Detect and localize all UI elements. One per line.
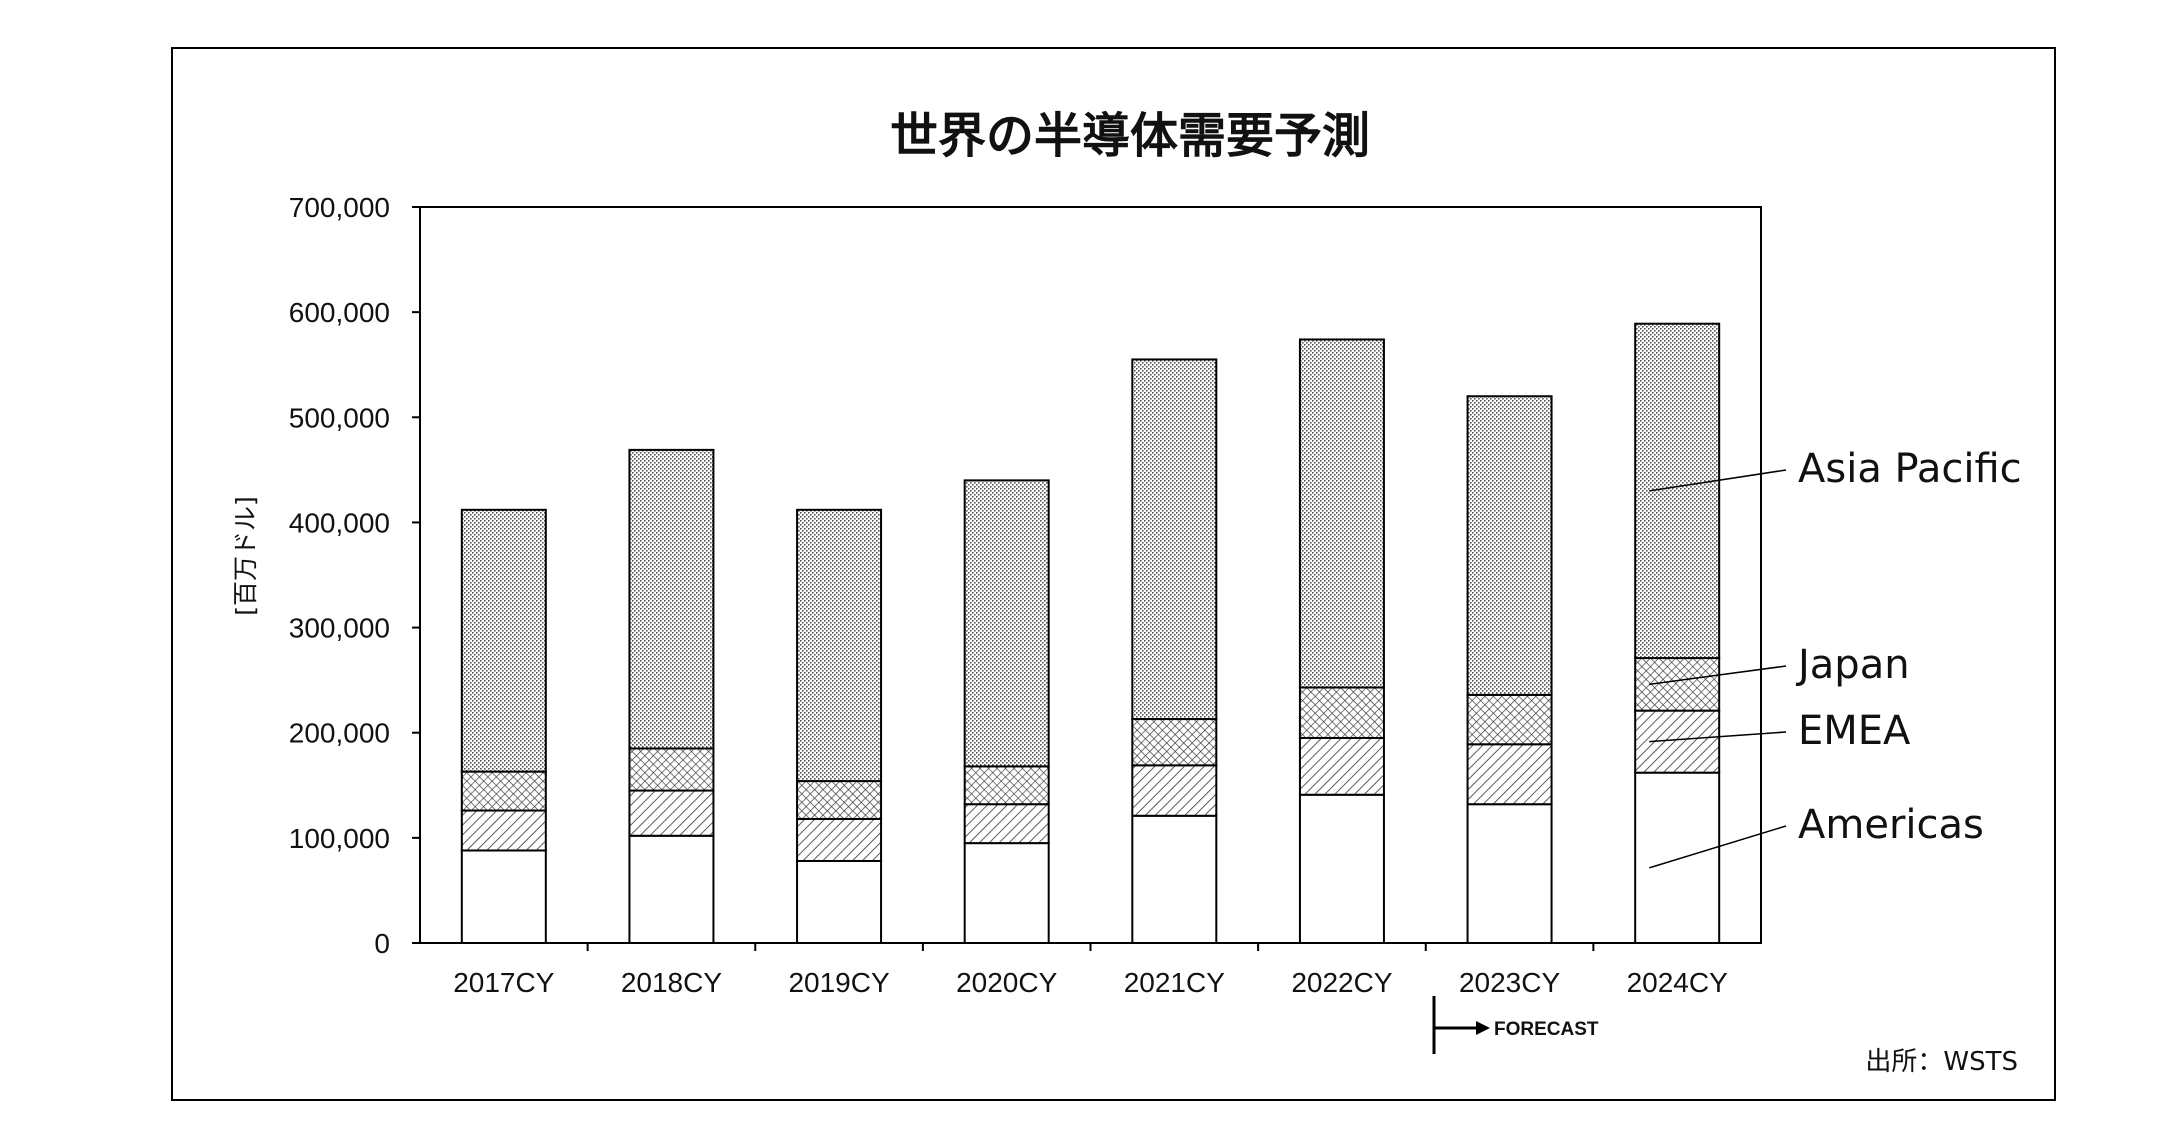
bar-japan-2022cy [1298, 686, 1385, 739]
forecast-label: FORECAST [1494, 1019, 1599, 1040]
x-tick-label: 2021CY [1124, 967, 1226, 998]
legend: Asia Pacific Japan EMEA Americas [1648, 446, 2022, 869]
bar-emea-2018cy [628, 789, 715, 837]
bar-americas-2019cy [796, 859, 883, 945]
bar-asia-pacific-2021cy [1131, 358, 1218, 721]
legend-leader-emea [1649, 731, 1787, 743]
bar-emea-2024cy [1634, 709, 1721, 774]
bar-asia-pacific-2020cy [963, 479, 1050, 768]
x-tick-label: 2024CY [1627, 967, 1729, 998]
forecast-marker: FORECAST [1432, 996, 1599, 1054]
bar-americas-2022cy [1298, 793, 1385, 945]
y-axis-label: [百万ドル] [231, 496, 260, 616]
forecast-arrow-head [1476, 1021, 1490, 1035]
bar-emea-2022cy [1298, 736, 1385, 796]
bar-asia-pacific-2017cy [460, 508, 547, 773]
bar-emea-2017cy [460, 809, 547, 852]
bar-americas-2020cy [963, 842, 1050, 944]
bar-asia-pacific-2024cy [1634, 322, 1721, 660]
y-tick-label: 200,000 [289, 718, 390, 749]
bar-japan-2021cy [1131, 718, 1218, 767]
x-tick-label: 2019CY [788, 967, 890, 998]
x-tick-label: 2018CY [621, 967, 723, 998]
bar-asia-pacific-2022cy [1298, 338, 1385, 689]
x-tick-label: 2020CY [956, 967, 1058, 998]
bar-americas-2017cy [460, 849, 547, 945]
chart-title: 世界の半導体需要予測 [890, 108, 1370, 164]
x-tick-label: 2017CY [453, 967, 555, 998]
bar-americas-2024cy [1634, 771, 1721, 944]
bar-emea-2020cy [963, 803, 1050, 845]
bar-asia-pacific-2023cy [1466, 395, 1553, 696]
y-tick-label: 500,000 [289, 402, 390, 433]
y-tick-label: 700,000 [289, 192, 390, 223]
legend-label-emea: EMEA [1798, 708, 1911, 754]
y-axis: 0 100,000 200,000 300,000 400,000 500,000 600,… [289, 192, 420, 959]
bar-japan-2024cy [1634, 657, 1721, 712]
bar-asia-pacific-2018cy [628, 448, 715, 750]
y-tick-label: 0 [374, 928, 390, 959]
y-tick-label: 300,000 [289, 613, 390, 644]
x-axis: 2017CY 2018CY 2019CY 2020CY 2021CY 2022CY 2023… [453, 943, 1728, 998]
bar-americas-2018cy [628, 834, 715, 944]
legend-leader-japan [1649, 665, 1787, 686]
legend-label-americas: Americas [1798, 802, 1984, 848]
bar-americas-2021cy [1131, 814, 1218, 945]
y-tick-label: 100,000 [289, 823, 390, 854]
legend-leader-asia-pacific [1649, 469, 1787, 492]
bar-japan-2020cy [963, 765, 1050, 806]
y-tick-label: 600,000 [289, 297, 390, 328]
legend-label-asia-pacific: Asia Pacific [1798, 446, 2022, 492]
bar-japan-2018cy [628, 747, 715, 792]
source-label: 出所：WSTS [1865, 1047, 2018, 1077]
bar-japan-2023cy [1466, 693, 1553, 746]
bar-japan-2019cy [796, 780, 883, 820]
x-tick-label: 2022CY [1291, 967, 1393, 998]
bar-asia-pacific-2019cy [796, 508, 883, 783]
bar-emea-2023cy [1466, 743, 1553, 806]
bar-emea-2019cy [796, 817, 883, 862]
bars-group [460, 322, 1721, 945]
bar-japan-2017cy [460, 770, 547, 812]
legend-leader-americas [1648, 825, 1787, 869]
bar-americas-2023cy [1466, 803, 1553, 944]
x-tick-label: 2023CY [1459, 967, 1561, 998]
bar-emea-2021cy [1131, 764, 1218, 817]
legend-label-japan: Japan [1795, 642, 1910, 688]
y-tick-label: 400,000 [289, 507, 390, 538]
